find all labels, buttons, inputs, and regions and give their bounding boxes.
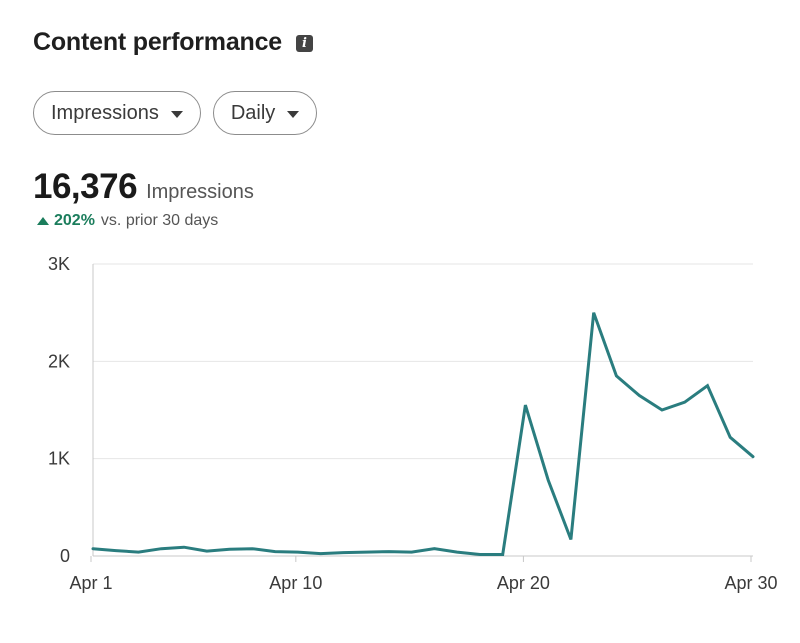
- change-percent: 202%: [54, 212, 95, 229]
- metric-value: 16,376: [33, 167, 138, 206]
- series-line: [91, 312, 755, 556]
- x-tick-label: Apr 10: [269, 573, 322, 593]
- card-title: Content performance: [33, 28, 283, 56]
- trend-up-icon: [37, 217, 49, 225]
- metric-label: Impressions: [146, 181, 254, 203]
- card-header: Content performance i: [33, 28, 314, 57]
- chevron-down-icon: [287, 110, 300, 118]
- chevron-down-icon: [170, 110, 183, 118]
- x-tick-label: Apr 20: [497, 573, 550, 593]
- filter-bar: Impressions Daily: [33, 91, 318, 135]
- change-comparison-text: vs. prior 30 days: [100, 212, 219, 229]
- y-tick-label: 2K: [48, 351, 70, 371]
- change-indicator: 202% vs. prior 30 days: [37, 212, 218, 230]
- metric-dropdown-label: Impressions: [51, 101, 159, 124]
- info-icon[interactable]: i: [296, 35, 314, 52]
- impressions-line-chart: 0 1K 2K 3K Apr 1 Apr 10 Apr 20 Apr 30: [48, 254, 778, 593]
- y-tick-label: 0: [60, 546, 70, 566]
- metric-dropdown[interactable]: Impressions: [33, 91, 201, 135]
- y-tick-label: 1K: [48, 449, 70, 469]
- x-tick-label: Apr 30: [724, 573, 777, 593]
- x-tick-label: Apr 1: [69, 573, 112, 593]
- period-dropdown-label: Daily: [230, 101, 276, 124]
- period-dropdown[interactable]: Daily: [212, 91, 318, 135]
- y-tick-label: 3K: [48, 254, 70, 274]
- metric-summary: 16,376 Impressions: [33, 167, 254, 207]
